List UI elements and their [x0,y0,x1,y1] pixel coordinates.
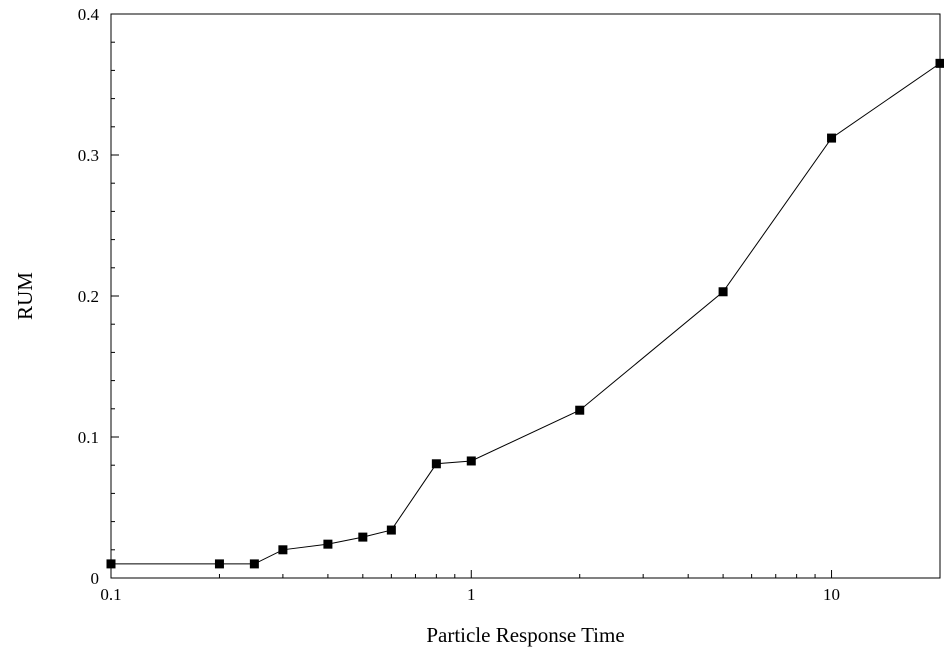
plot-border [110,13,941,579]
y-tick-label: 0.1 [78,428,99,447]
plot-frame [110,13,941,579]
data-point-marker [827,133,837,143]
data-point-marker [249,559,259,569]
data-point-marker [106,559,116,569]
data-point-marker [431,459,441,469]
data-point-marker [278,545,288,555]
data-point-marker [323,539,333,549]
series-layer [106,58,944,569]
y-tick-label: 0.2 [78,287,99,306]
data-point-marker [358,532,368,542]
series-line [111,62,941,565]
data-point-marker [575,405,585,415]
data-point-marker [718,287,728,297]
x-tick-label: 0.1 [100,585,121,604]
x-tick-label: 10 [823,585,840,604]
data-point-marker [386,525,396,535]
x-tick-label: 1 [467,585,476,604]
x-axis: 0.1 1 10 [100,570,941,604]
y-axis-title: RUM [13,272,37,320]
data-point-marker [214,559,224,569]
y-tick-label: 0.4 [78,5,100,24]
data-point-marker [466,456,476,466]
data-point-marker [935,58,944,68]
y-tick-label: 0.3 [78,146,99,165]
x-axis-title: Particle Response Time [426,623,624,647]
y-tick-label: 0 [91,569,100,588]
y-axis: 0 0.1 0.2 0.3 0.4 [78,5,119,588]
